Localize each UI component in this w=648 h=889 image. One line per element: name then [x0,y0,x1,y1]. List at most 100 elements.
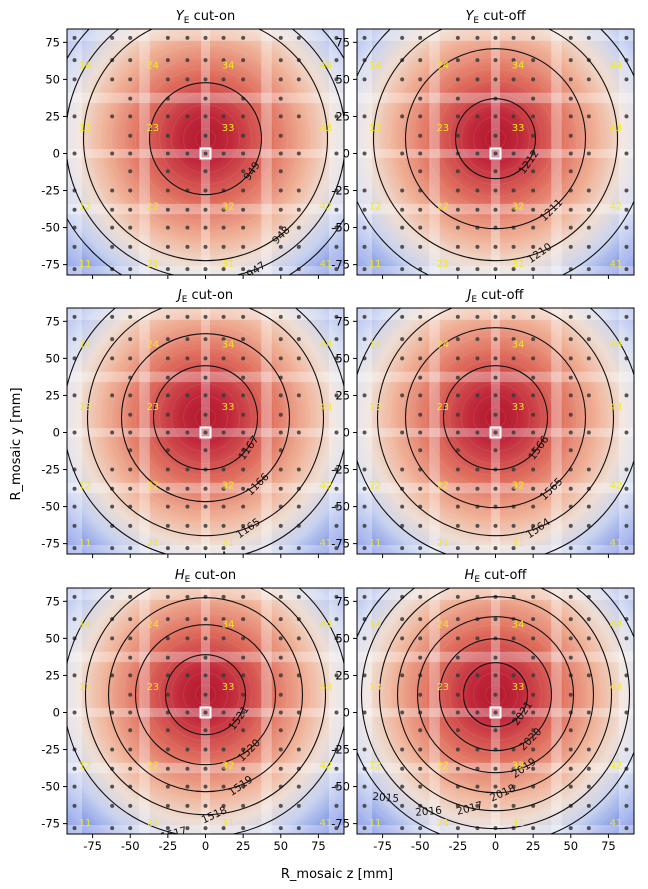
sample-dot [128,188,133,193]
sample-dot [72,784,77,789]
detector-label-12: 12 [79,760,92,771]
sample-dot [400,337,405,342]
detector-label-12: 12 [369,760,382,771]
sample-dot [418,114,423,119]
y-tick-label: 0 [53,146,60,160]
sample-dot [455,826,460,831]
detector-label-21: 21 [146,538,159,549]
detector-label-11: 11 [369,259,382,270]
x-tick-label: -25 [158,839,177,853]
sample-dot [278,151,283,156]
sample-dot [531,207,536,212]
sample-dot [165,207,170,212]
sample-dot [400,267,405,272]
sample-dot [493,546,498,551]
sample-dot [203,314,208,319]
sample-dot [455,207,460,212]
sample-dot [203,728,208,733]
sample-dot [334,393,339,398]
contour-band [485,684,506,706]
sample-dot [203,207,208,212]
sample-dot [241,35,246,40]
detector-label-34: 34 [222,340,235,351]
sample-dot [185,710,190,715]
detector-label-12: 12 [79,480,92,491]
sample-dot [241,523,246,528]
sample-dot [203,594,208,599]
sample-dot [72,523,77,528]
sample-dot [241,225,246,230]
sample-dot [586,188,591,193]
sample-dot [241,784,246,789]
sample-dot [110,747,115,752]
sample-dot [221,225,226,230]
sample-dot [531,523,536,528]
detector-label-13: 13 [369,123,382,134]
sample-dot [624,523,629,528]
sample-dot [165,594,170,599]
sample-dot [568,826,573,831]
detector-label-21: 21 [436,818,449,829]
mosaic-gap-v [551,588,562,834]
sample-dot [511,35,516,40]
sample-dot [203,448,208,453]
detector-label-42: 42 [320,201,333,212]
sample-dot [511,673,516,678]
detector-label-14: 14 [79,340,92,351]
mosaic-gap-v [139,29,150,275]
detector-label-31: 31 [512,818,525,829]
sample-dot [624,747,629,752]
y-tick-label: -50 [331,500,350,514]
sample-dot [128,169,133,174]
sample-dot [531,96,536,101]
sample-dot [586,803,591,808]
sample-dot [296,636,301,641]
sample-dot [296,747,301,752]
title-suffix: cut-on [190,568,236,583]
contour-band [389,311,602,525]
sample-dot [475,207,480,212]
mosaic-gap-v [261,308,272,554]
sample-dot [241,314,246,319]
sample-dot [362,314,367,319]
sample-dot [72,546,77,551]
sample-dot [241,747,246,752]
detector-label-24: 24 [146,340,159,351]
sample-dot [278,412,283,417]
sample-dot [586,710,591,715]
sample-dot [110,337,115,342]
sample-dot [278,546,283,551]
sample-dot [624,267,629,272]
sample-dot [568,784,573,789]
sample-dot [72,617,77,622]
mosaic-gap-h [357,29,634,41]
sample-dot [185,826,190,831]
contour-band [377,29,614,258]
sample-dot [128,803,133,808]
detector-label-22: 22 [146,760,159,771]
x-axis-label: R_mosaic z [mm] [281,867,393,882]
sample-dot [624,803,629,808]
sample-dot [221,314,226,319]
sample-dot [128,114,133,119]
detector-label-43: 43 [320,402,333,413]
sample-dot [475,35,480,40]
sample-dot [296,207,301,212]
sample-dot [221,803,226,808]
sample-dot [110,710,115,715]
sample-dot [400,523,405,528]
sample-dot [511,546,516,551]
sample-dot [531,375,536,380]
sample-dot [203,747,208,752]
contour-band [75,588,336,826]
sample-dot [624,225,629,230]
sample-dot [418,133,423,138]
panel-title: HE cut-off [465,568,528,585]
panels-group: 9499489479461112131421222324313233344142… [41,9,635,853]
contour-line [107,597,304,793]
contour-band [99,32,312,246]
sample-dot [221,467,226,472]
sample-dot [624,546,629,551]
sample-dot [221,523,226,528]
sample-dot [400,393,405,398]
